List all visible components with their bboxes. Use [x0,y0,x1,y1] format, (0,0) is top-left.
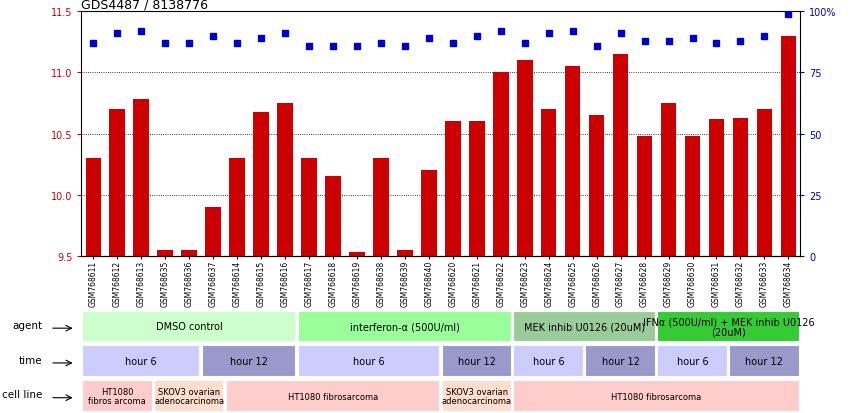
Bar [253,112,269,256]
Text: GDS4487 / 8138776: GDS4487 / 8138776 [81,0,208,11]
Bar [514,345,584,377]
Text: MEK inhib U0126 (20uM): MEK inhib U0126 (20uM) [524,322,645,332]
Bar [134,100,149,256]
Bar [517,61,532,256]
Bar [325,177,341,256]
Bar [781,37,796,256]
Bar [82,345,200,377]
Bar [301,159,317,256]
Bar [469,122,484,256]
Bar [685,137,700,256]
Bar [397,250,413,256]
Text: cell line: cell line [2,389,42,399]
Bar [729,345,800,377]
Bar [637,137,652,256]
Bar [586,345,656,377]
Text: agent: agent [12,320,42,330]
Text: DMSO control: DMSO control [156,322,223,332]
Text: time: time [19,355,42,365]
Text: hour 12: hour 12 [746,356,783,366]
Bar [442,380,512,412]
Text: SKOV3 ovarian
adenocarcinoma: SKOV3 ovarian adenocarcinoma [442,387,512,406]
Bar [541,110,556,256]
Bar [110,110,125,256]
Bar [298,311,512,343]
Bar [349,252,365,256]
Text: interferon-α (500U/ml): interferon-α (500U/ml) [350,322,460,332]
Bar [565,67,580,256]
Bar [442,345,512,377]
Bar [181,250,197,256]
Bar [757,110,772,256]
Bar [589,116,604,256]
Bar [657,345,728,377]
Text: hour 6: hour 6 [126,356,157,366]
Bar [733,119,748,256]
Bar [514,380,800,412]
Bar [613,55,628,256]
Text: HT1080
fibros arcoma: HT1080 fibros arcoma [88,387,146,406]
Text: IFNα (500U/ml) + MEK inhib U0126
(20uM): IFNα (500U/ml) + MEK inhib U0126 (20uM) [643,316,814,337]
Bar [158,250,173,256]
Bar [514,311,656,343]
Bar [277,104,293,256]
Bar [661,104,676,256]
Bar [226,380,440,412]
Bar [373,159,389,256]
Text: hour 6: hour 6 [354,356,384,366]
Bar [421,171,437,256]
Bar [493,74,508,256]
Bar [82,311,296,343]
Bar [82,380,152,412]
Text: hour 6: hour 6 [533,356,564,366]
Text: hour 12: hour 12 [458,356,496,366]
Bar [154,380,224,412]
Bar [205,207,221,256]
Bar [445,122,461,256]
Bar [657,311,800,343]
Text: HT1080 fibrosarcoma: HT1080 fibrosarcoma [611,392,702,401]
Text: HT1080 fibrosarcoma: HT1080 fibrosarcoma [288,392,378,401]
Bar [202,345,296,377]
Text: hour 12: hour 12 [602,356,639,366]
Text: hour 6: hour 6 [677,356,708,366]
Bar [229,159,245,256]
Bar [298,345,440,377]
Bar [86,159,101,256]
Text: SKOV3 ovarian
adenocarcinoma: SKOV3 ovarian adenocarcinoma [154,387,224,406]
Text: hour 12: hour 12 [230,356,268,366]
Bar [709,120,724,256]
